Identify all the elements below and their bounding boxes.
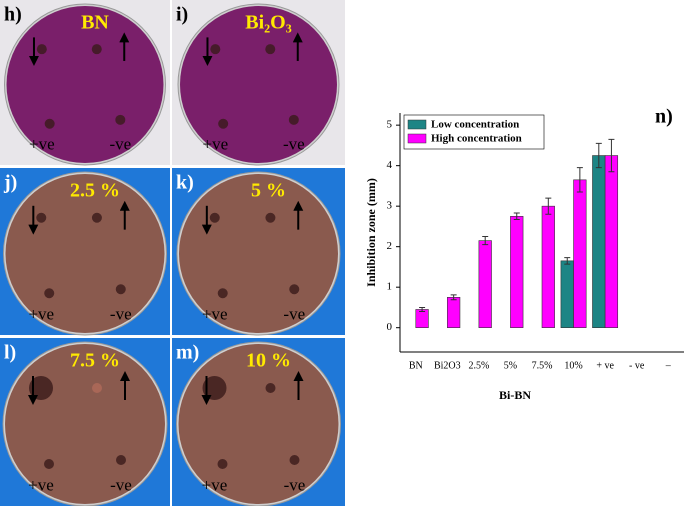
- bar: [415, 309, 429, 328]
- negative-label: -ve: [109, 135, 131, 154]
- y-tick-label: 0: [387, 321, 393, 333]
- well: [44, 459, 54, 469]
- bar: [604, 155, 619, 328]
- well: [116, 455, 126, 465]
- y-tick-label: 4: [387, 159, 393, 171]
- well: [217, 288, 228, 299]
- positive-label: +ve: [203, 135, 229, 154]
- well: [289, 284, 300, 295]
- bar: [573, 179, 587, 328]
- positive-label: +ve: [202, 475, 228, 494]
- y-tick-label: 1: [387, 281, 393, 293]
- bar: [447, 297, 461, 328]
- legend-swatch: [407, 133, 427, 144]
- panel-title: 10 %: [246, 350, 291, 372]
- legend-label: Low concentration: [431, 119, 519, 131]
- positive-label: +ve: [202, 304, 228, 323]
- panel-title: 2.5 %: [70, 180, 120, 202]
- positive-label: +ve: [28, 304, 54, 323]
- negative-label: -ve: [283, 304, 305, 323]
- panel-title: 7.5 %: [70, 350, 120, 372]
- well: [265, 44, 276, 55]
- positive-label: +ve: [29, 135, 55, 154]
- well: [91, 44, 102, 55]
- panel-title: BN: [81, 12, 109, 34]
- well: [36, 212, 47, 223]
- well: [29, 376, 53, 400]
- bar: [560, 260, 574, 328]
- error-bar: [482, 236, 489, 246]
- panel-label: j): [3, 172, 17, 194]
- negative-label: -ve: [284, 475, 306, 494]
- error-bar: [595, 142, 602, 169]
- error-bar: [419, 306, 426, 312]
- well: [202, 376, 227, 400]
- x-tick-label: BN: [409, 360, 423, 371]
- bar: [541, 205, 555, 328]
- error-bar: [450, 294, 457, 301]
- well: [265, 383, 276, 393]
- y-tick-label: 3: [387, 200, 393, 212]
- x-tick-label: 7.5%: [532, 360, 553, 371]
- legend-swatch: [407, 119, 427, 130]
- x-tick-label: –: [665, 360, 672, 371]
- x-tick-label: - ve: [629, 360, 645, 371]
- error-bar: [545, 197, 552, 215]
- bar: [478, 240, 492, 328]
- chart-panel-label: n): [655, 106, 673, 128]
- well: [92, 383, 102, 393]
- bar: [592, 155, 606, 328]
- well: [288, 114, 299, 125]
- x-tick-label: 10%: [564, 360, 582, 371]
- legend-label: High concentration: [431, 133, 522, 145]
- well: [217, 459, 228, 469]
- bar: [510, 215, 524, 328]
- well: [91, 212, 102, 223]
- well: [289, 455, 300, 465]
- panel-label: h): [4, 4, 22, 26]
- y-axis-label: Inhibition zone (mm): [364, 178, 378, 287]
- panel-label: m): [176, 342, 199, 364]
- negative-label: -ve: [283, 135, 305, 154]
- positive-label: +ve: [28, 475, 54, 494]
- panel-label: l): [4, 342, 16, 364]
- error-bar: [576, 167, 583, 193]
- panel-title: 5 %: [251, 180, 286, 202]
- well: [44, 118, 55, 129]
- well: [36, 44, 47, 55]
- error-bar: [608, 138, 615, 173]
- y-tick-label: 2: [387, 240, 393, 252]
- panel-label: k): [176, 172, 194, 194]
- well: [44, 288, 55, 299]
- well: [218, 118, 229, 129]
- error-bar: [513, 212, 520, 221]
- x-tick-label: Bi2O3: [434, 360, 461, 371]
- well: [115, 114, 126, 125]
- x-tick-label: 5%: [504, 360, 517, 371]
- x-tick-label: + ve: [596, 360, 614, 371]
- panel-title: Bi₂O₃: [245, 12, 291, 34]
- well: [209, 212, 220, 223]
- x-tick-label: 2.5%: [468, 360, 489, 371]
- negative-label: -ve: [110, 304, 132, 323]
- negative-label: -ve: [110, 475, 132, 494]
- well: [115, 284, 126, 295]
- y-tick-label: 5: [387, 119, 393, 131]
- error-bar: [564, 257, 571, 265]
- well: [265, 212, 276, 223]
- legend-box: [403, 114, 545, 150]
- panel-label: i): [176, 4, 188, 26]
- well: [210, 44, 221, 55]
- x-axis-label: Bi-BN: [499, 388, 531, 402]
